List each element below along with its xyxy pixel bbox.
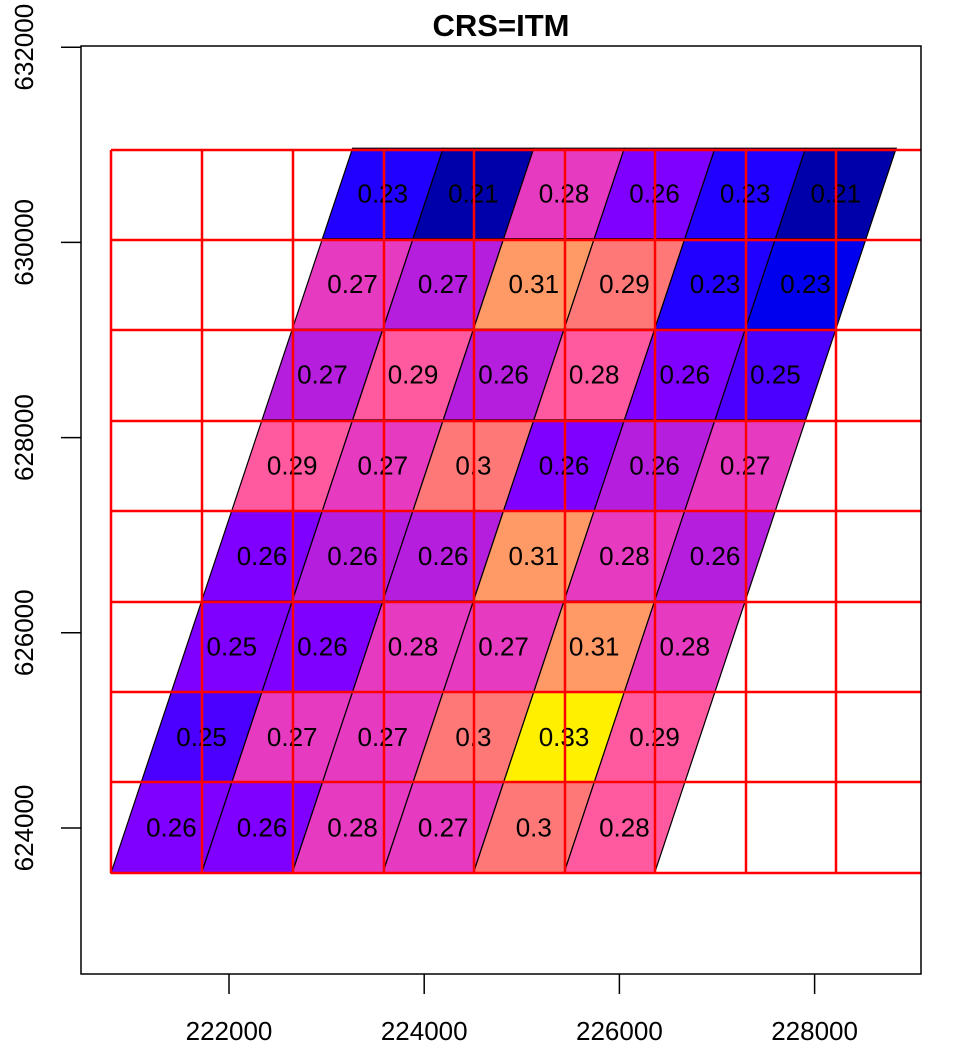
cell-value: 0.3 [516,813,552,843]
cell-value: 0.28 [599,813,650,843]
cell-value: 0.28 [388,632,439,662]
cell-value: 0.27 [478,632,529,662]
cell-value: 0.26 [690,541,741,571]
cell-value-labels: 0.230.210.280.260.230.210.270.270.310.29… [146,179,861,843]
cell-value: 0.27 [327,269,378,299]
cell-value: 0.23 [780,269,831,299]
cell-value: 0.28 [327,813,378,843]
cell-value: 0.27 [297,360,348,390]
cell-value: 0.26 [146,813,197,843]
chart-title: CRS=ITM [433,8,570,43]
red-grid-overlay [109,148,921,875]
cell-value: 0.29 [599,269,650,299]
x-tick-label: 224000 [381,1016,468,1046]
x-tick-label: 228000 [771,1016,858,1046]
cell-value: 0.26 [237,813,288,843]
cell-value: 0.28 [659,632,710,662]
plot-frame [80,45,922,975]
cell-value: 0.26 [478,360,529,390]
cell-value: 0.27 [418,813,469,843]
y-tick-label: 624000 [9,785,39,872]
cell-value: 0.25 [206,632,257,662]
cell-value: 0.31 [508,269,559,299]
cell-value: 0.26 [327,541,378,571]
y-tick-label: 626000 [9,589,39,676]
cell-value: 0.23 [690,269,741,299]
cell-value: 0.26 [418,541,469,571]
x-tick-label: 226000 [576,1016,663,1046]
cell-value: 0.26 [659,360,710,390]
cell-value: 0.26 [297,632,348,662]
cell-value: 0.28 [569,360,620,390]
cell-value: 0.26 [237,541,288,571]
cell-value: 0.27 [418,269,469,299]
x-tick-label: 222000 [186,1016,273,1046]
cell-value: 0.31 [569,632,620,662]
y-tick-label: 630000 [9,199,39,286]
y-axis: 624000 626000 628000 630000 632000 [9,4,81,872]
cell-value: 0.28 [599,541,650,571]
x-axis: 222000 224000 226000 228000 [186,974,858,1046]
cell-value: 0.31 [508,541,559,571]
cell-value: 0.29 [388,360,439,390]
cell-value: 0.25 [750,360,801,390]
y-tick-label: 628000 [9,394,39,481]
y-tick-label: 632000 [9,4,39,91]
